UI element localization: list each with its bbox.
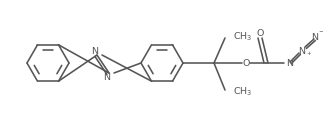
Text: N: N [103, 72, 111, 82]
Text: N: N [92, 48, 98, 56]
Text: $^+$: $^+$ [305, 50, 313, 59]
Text: $^-$: $^-$ [318, 28, 325, 36]
Text: CH$_3$: CH$_3$ [233, 86, 253, 98]
Text: O: O [242, 58, 250, 68]
Text: N: N [299, 46, 305, 56]
Text: N: N [286, 58, 293, 68]
Text: CH$_3$: CH$_3$ [233, 31, 253, 43]
Text: N: N [312, 34, 319, 42]
Text: O: O [256, 28, 264, 38]
